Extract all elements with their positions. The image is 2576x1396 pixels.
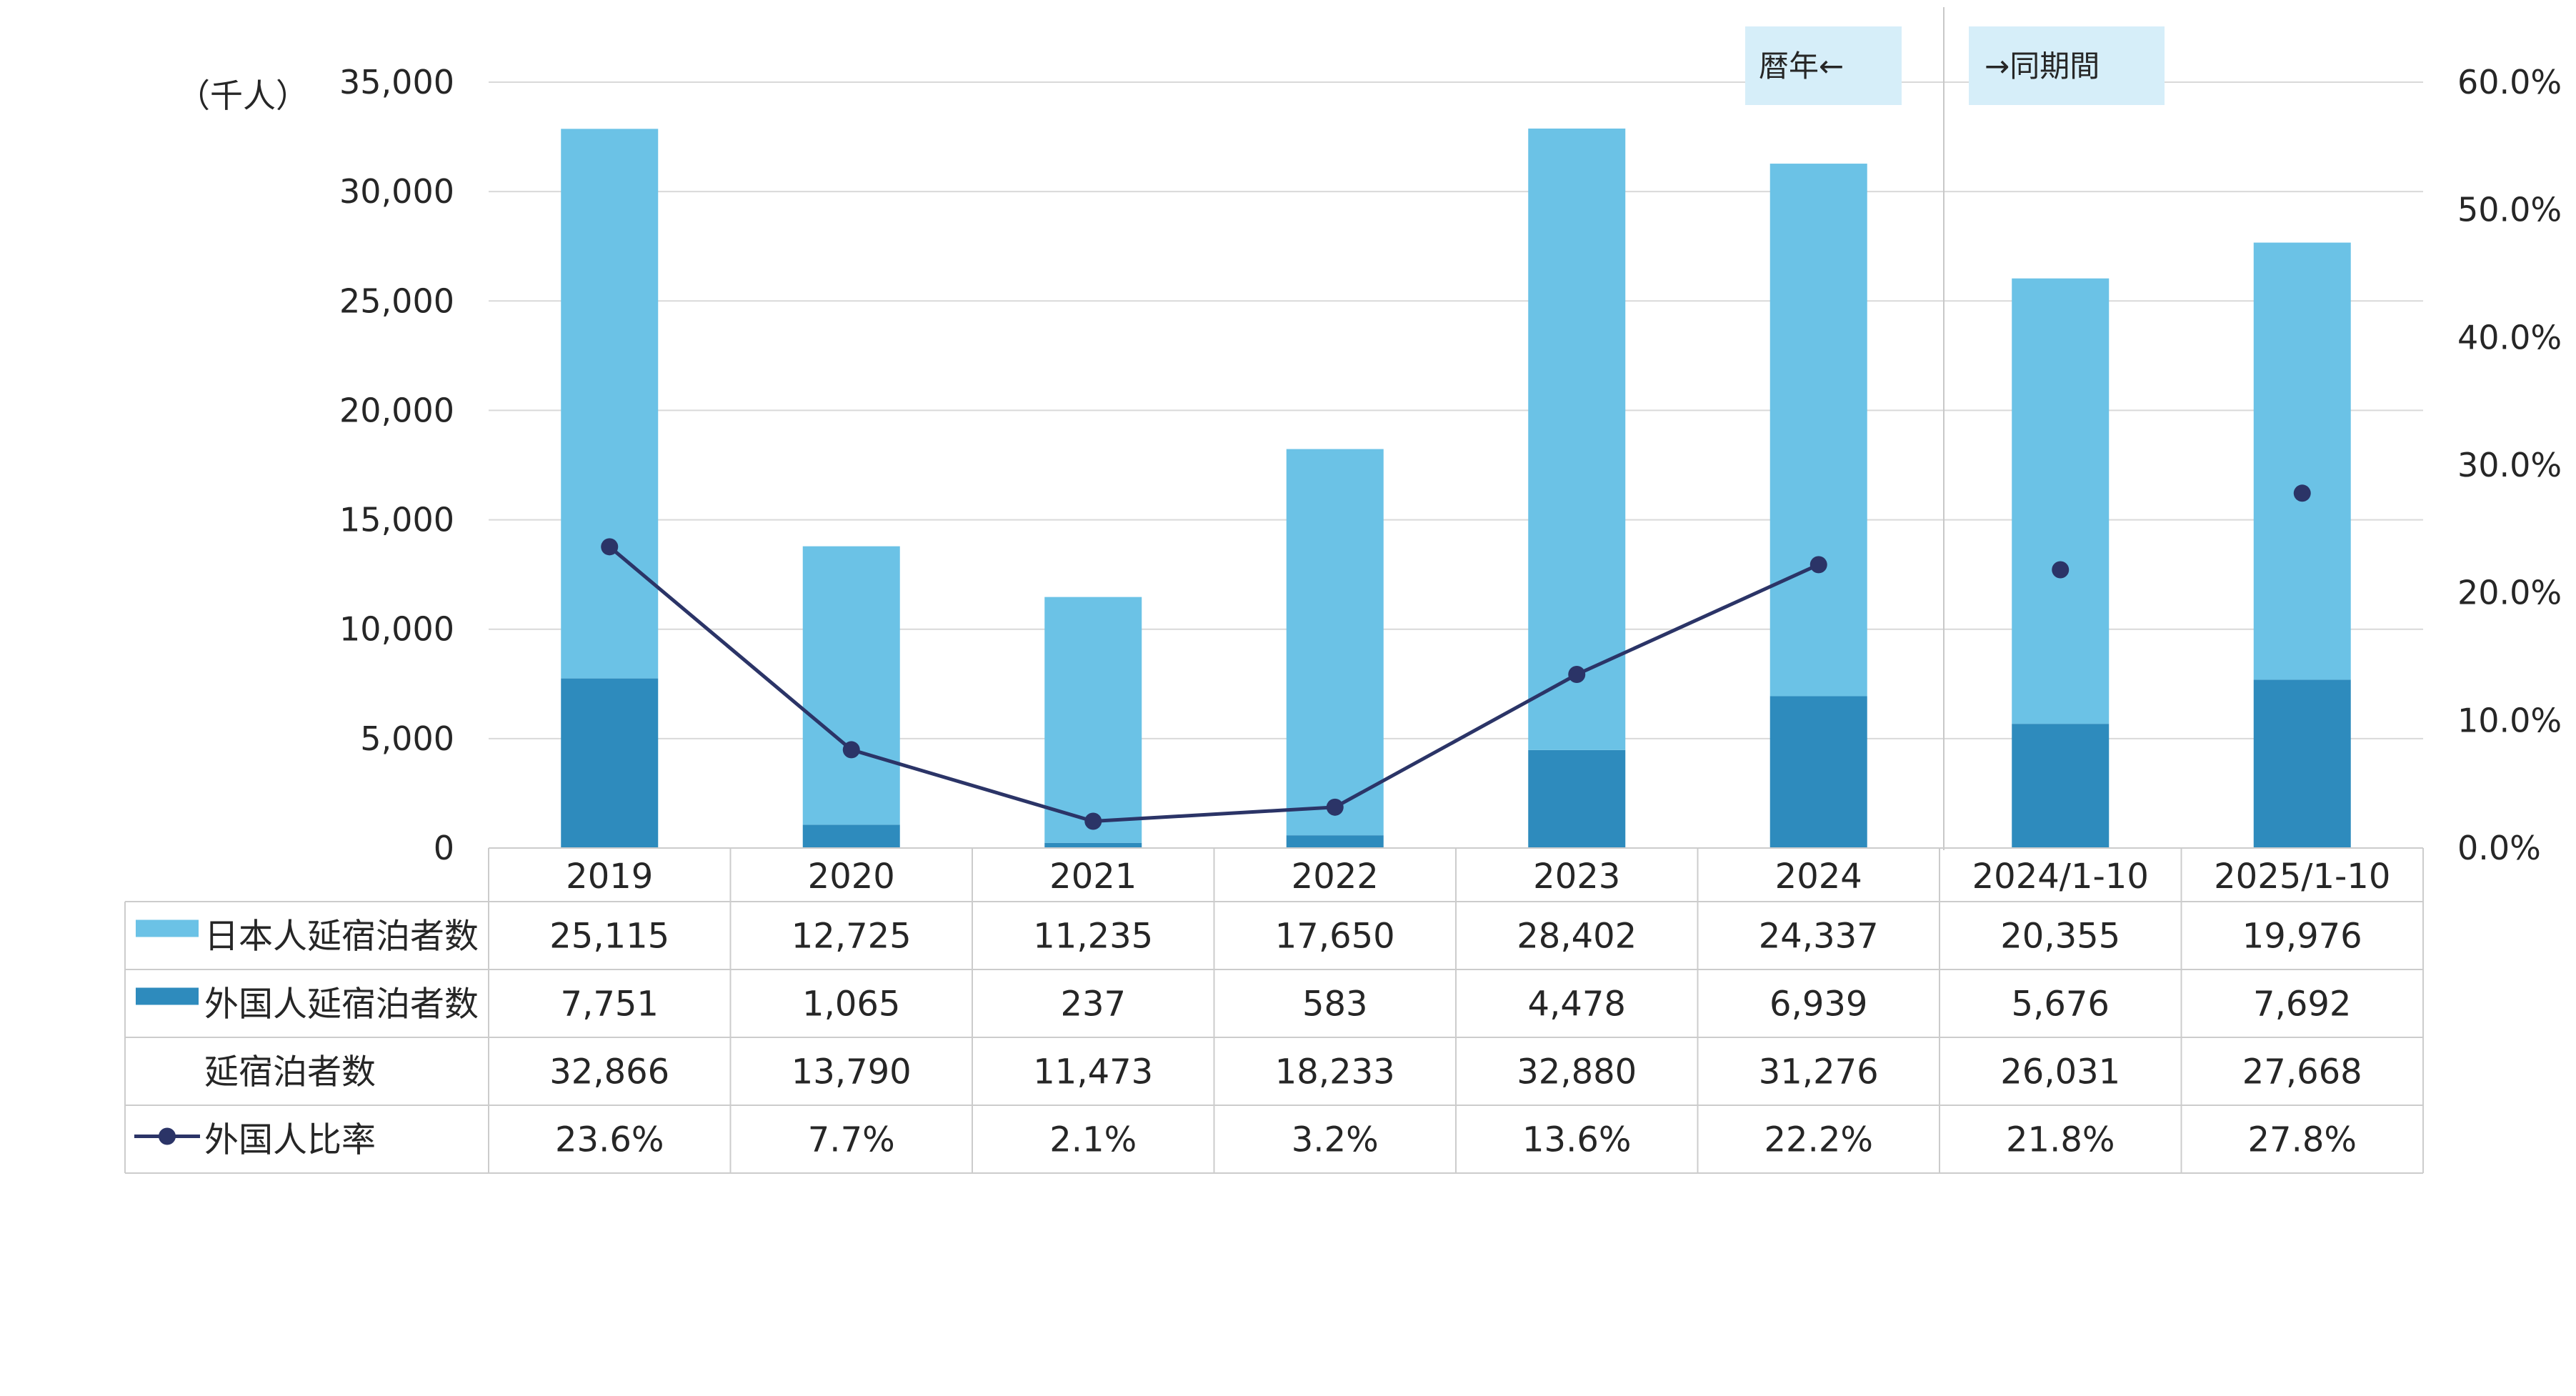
table-cell-value: 27,668 bbox=[2242, 1052, 2362, 1092]
y-left-tick-label: 20,000 bbox=[339, 391, 454, 429]
legend-key-marker bbox=[159, 1127, 176, 1145]
axes: （千人） 35,000 30,000 25,000 20,000 15,000 10,00… bbox=[177, 63, 2562, 867]
legend-key-swatch bbox=[136, 987, 199, 1005]
ratio-line-path bbox=[608, 545, 1819, 824]
bar-japanese bbox=[1044, 597, 1142, 843]
bar-japanese bbox=[2012, 278, 2110, 724]
calendar-year-callout: 暦年← bbox=[1759, 49, 1844, 84]
bar-japanese bbox=[802, 546, 900, 825]
table-cell-value: 13.6% bbox=[1522, 1120, 1631, 1160]
table-cell-value: 31,276 bbox=[1759, 1052, 1879, 1092]
table-cell-value: 4,478 bbox=[1528, 984, 1626, 1024]
y-right-tick-label: 10.0% bbox=[2457, 701, 2562, 739]
table-cell-value: 27.8% bbox=[2248, 1120, 2357, 1160]
y-right-tick-label: 20.0% bbox=[2457, 574, 2562, 612]
y-left-tick-label: 10,000 bbox=[339, 610, 454, 649]
y-left-tick-label: 5,000 bbox=[360, 719, 454, 758]
bar-japanese bbox=[1769, 164, 1867, 697]
table-cell-value: 13,790 bbox=[792, 1052, 912, 1092]
y-right-tick-label: 60.0% bbox=[2457, 63, 2562, 101]
bar-foreign bbox=[1044, 842, 1142, 848]
table-cell-value: 7.7% bbox=[808, 1120, 895, 1160]
table-cell-value: 18,233 bbox=[1275, 1052, 1395, 1092]
table-cell-value: 25,115 bbox=[549, 917, 669, 957]
table-cell-value: 7,751 bbox=[561, 984, 659, 1024]
table-cell-value: 12,725 bbox=[792, 917, 912, 957]
ratio-point bbox=[842, 741, 860, 759]
table-cell-value: 1,065 bbox=[802, 984, 900, 1024]
y-left-tick-label: 30,000 bbox=[339, 172, 454, 211]
x-tick-label: 2023 bbox=[1533, 857, 1620, 897]
ratio-point bbox=[2293, 484, 2311, 502]
table-cell-value: 237 bbox=[1060, 984, 1126, 1024]
same-period-callout: →同期間 bbox=[1985, 49, 2100, 84]
data-table: 2019 2020 2021 2022 2023 2024 2024/1-10 2025/1-… bbox=[124, 847, 2424, 1174]
foreign-ratio-line bbox=[601, 484, 2311, 830]
series-row-label: 延宿泊者数 bbox=[204, 1052, 376, 1092]
x-tick-label: 2024 bbox=[1775, 857, 1862, 897]
bar-foreign bbox=[1286, 835, 1384, 848]
x-tick-label: 2024/1-10 bbox=[1972, 857, 2149, 897]
y-left-tick-label: 35,000 bbox=[339, 63, 454, 101]
table-cell-value: 11,235 bbox=[1033, 917, 1153, 957]
bar-foreign bbox=[802, 824, 900, 848]
y-right-tick-label: 30.0% bbox=[2457, 446, 2562, 484]
y-left-tick-label: 0 bbox=[434, 829, 454, 867]
x-tick-label: 2025/1-10 bbox=[2214, 857, 2390, 897]
ratio-point bbox=[1084, 812, 1102, 830]
bar-foreign bbox=[561, 678, 659, 848]
table-cell-value: 5,676 bbox=[2012, 984, 2110, 1024]
table-cell-value: 22.2% bbox=[1764, 1120, 1873, 1160]
series-row-label: 外国人比率 bbox=[204, 1120, 376, 1160]
y-right-tick-label: 50.0% bbox=[2457, 191, 2562, 229]
x-tick-label: 2020 bbox=[808, 857, 895, 897]
table-cell-value: 3.2% bbox=[1292, 1120, 1379, 1160]
x-tick-label: 2022 bbox=[1292, 857, 1379, 897]
bar-foreign bbox=[2253, 679, 2351, 848]
bars bbox=[561, 128, 2351, 848]
table-cell-value: 583 bbox=[1302, 984, 1368, 1024]
table-cell-value: 24,337 bbox=[1759, 917, 1879, 957]
ratio-point bbox=[1568, 666, 1586, 684]
x-tick-label: 2021 bbox=[1049, 857, 1137, 897]
bar-foreign bbox=[1528, 749, 1626, 848]
table-cell-value: 7,692 bbox=[2253, 984, 2351, 1024]
x-tick-label: 2019 bbox=[566, 857, 653, 897]
table-cell-value: 17,650 bbox=[1275, 917, 1395, 957]
table-cell-value: 6,939 bbox=[1769, 984, 1867, 1024]
ratio-point bbox=[2052, 561, 2070, 579]
y-right-tick-label: 0.0% bbox=[2457, 829, 2541, 867]
table-cell-value: 28,402 bbox=[1517, 917, 1637, 957]
table-cell-value: 32,880 bbox=[1517, 1052, 1637, 1092]
table-cell-value: 23.6% bbox=[555, 1120, 664, 1160]
table-cell-value: 26,031 bbox=[2000, 1052, 2120, 1092]
series-row-label: 外国人延宿泊者数 bbox=[204, 984, 479, 1024]
table-cell-value: 11,473 bbox=[1033, 1052, 1153, 1092]
table-cell-value: 2.1% bbox=[1049, 1120, 1137, 1160]
period-annotations: 暦年← →同期間 bbox=[1745, 7, 2165, 850]
calendar-year-callout-box bbox=[1745, 26, 1902, 105]
y-right-tick-label: 40.0% bbox=[2457, 318, 2562, 357]
ratio-point bbox=[1809, 556, 1827, 574]
same-period-callout-box bbox=[1969, 26, 2165, 105]
table-cell-value: 19,976 bbox=[2242, 917, 2362, 957]
y-left-tick-label: 25,000 bbox=[339, 281, 454, 320]
bar-foreign bbox=[2012, 724, 2110, 848]
bar-japanese bbox=[2253, 242, 2351, 680]
gridlines bbox=[489, 81, 2423, 739]
legend-key-swatch bbox=[136, 919, 199, 937]
series-row-label: 日本人延宿泊者数 bbox=[204, 917, 479, 957]
table-cell-value: 20,355 bbox=[2000, 917, 2120, 957]
y-left-tick-label: 15,000 bbox=[339, 501, 454, 539]
bar-japanese bbox=[1286, 449, 1384, 836]
bar-foreign bbox=[1769, 696, 1867, 848]
bar-japanese bbox=[561, 129, 659, 679]
y-left-unit-label: （千人） bbox=[177, 76, 309, 115]
bar-japanese bbox=[1528, 128, 1626, 750]
ratio-point bbox=[1326, 798, 1344, 816]
table-cell-value: 21.8% bbox=[2006, 1120, 2115, 1160]
ratio-point bbox=[601, 538, 619, 556]
table-cell-value: 32,866 bbox=[549, 1052, 669, 1092]
